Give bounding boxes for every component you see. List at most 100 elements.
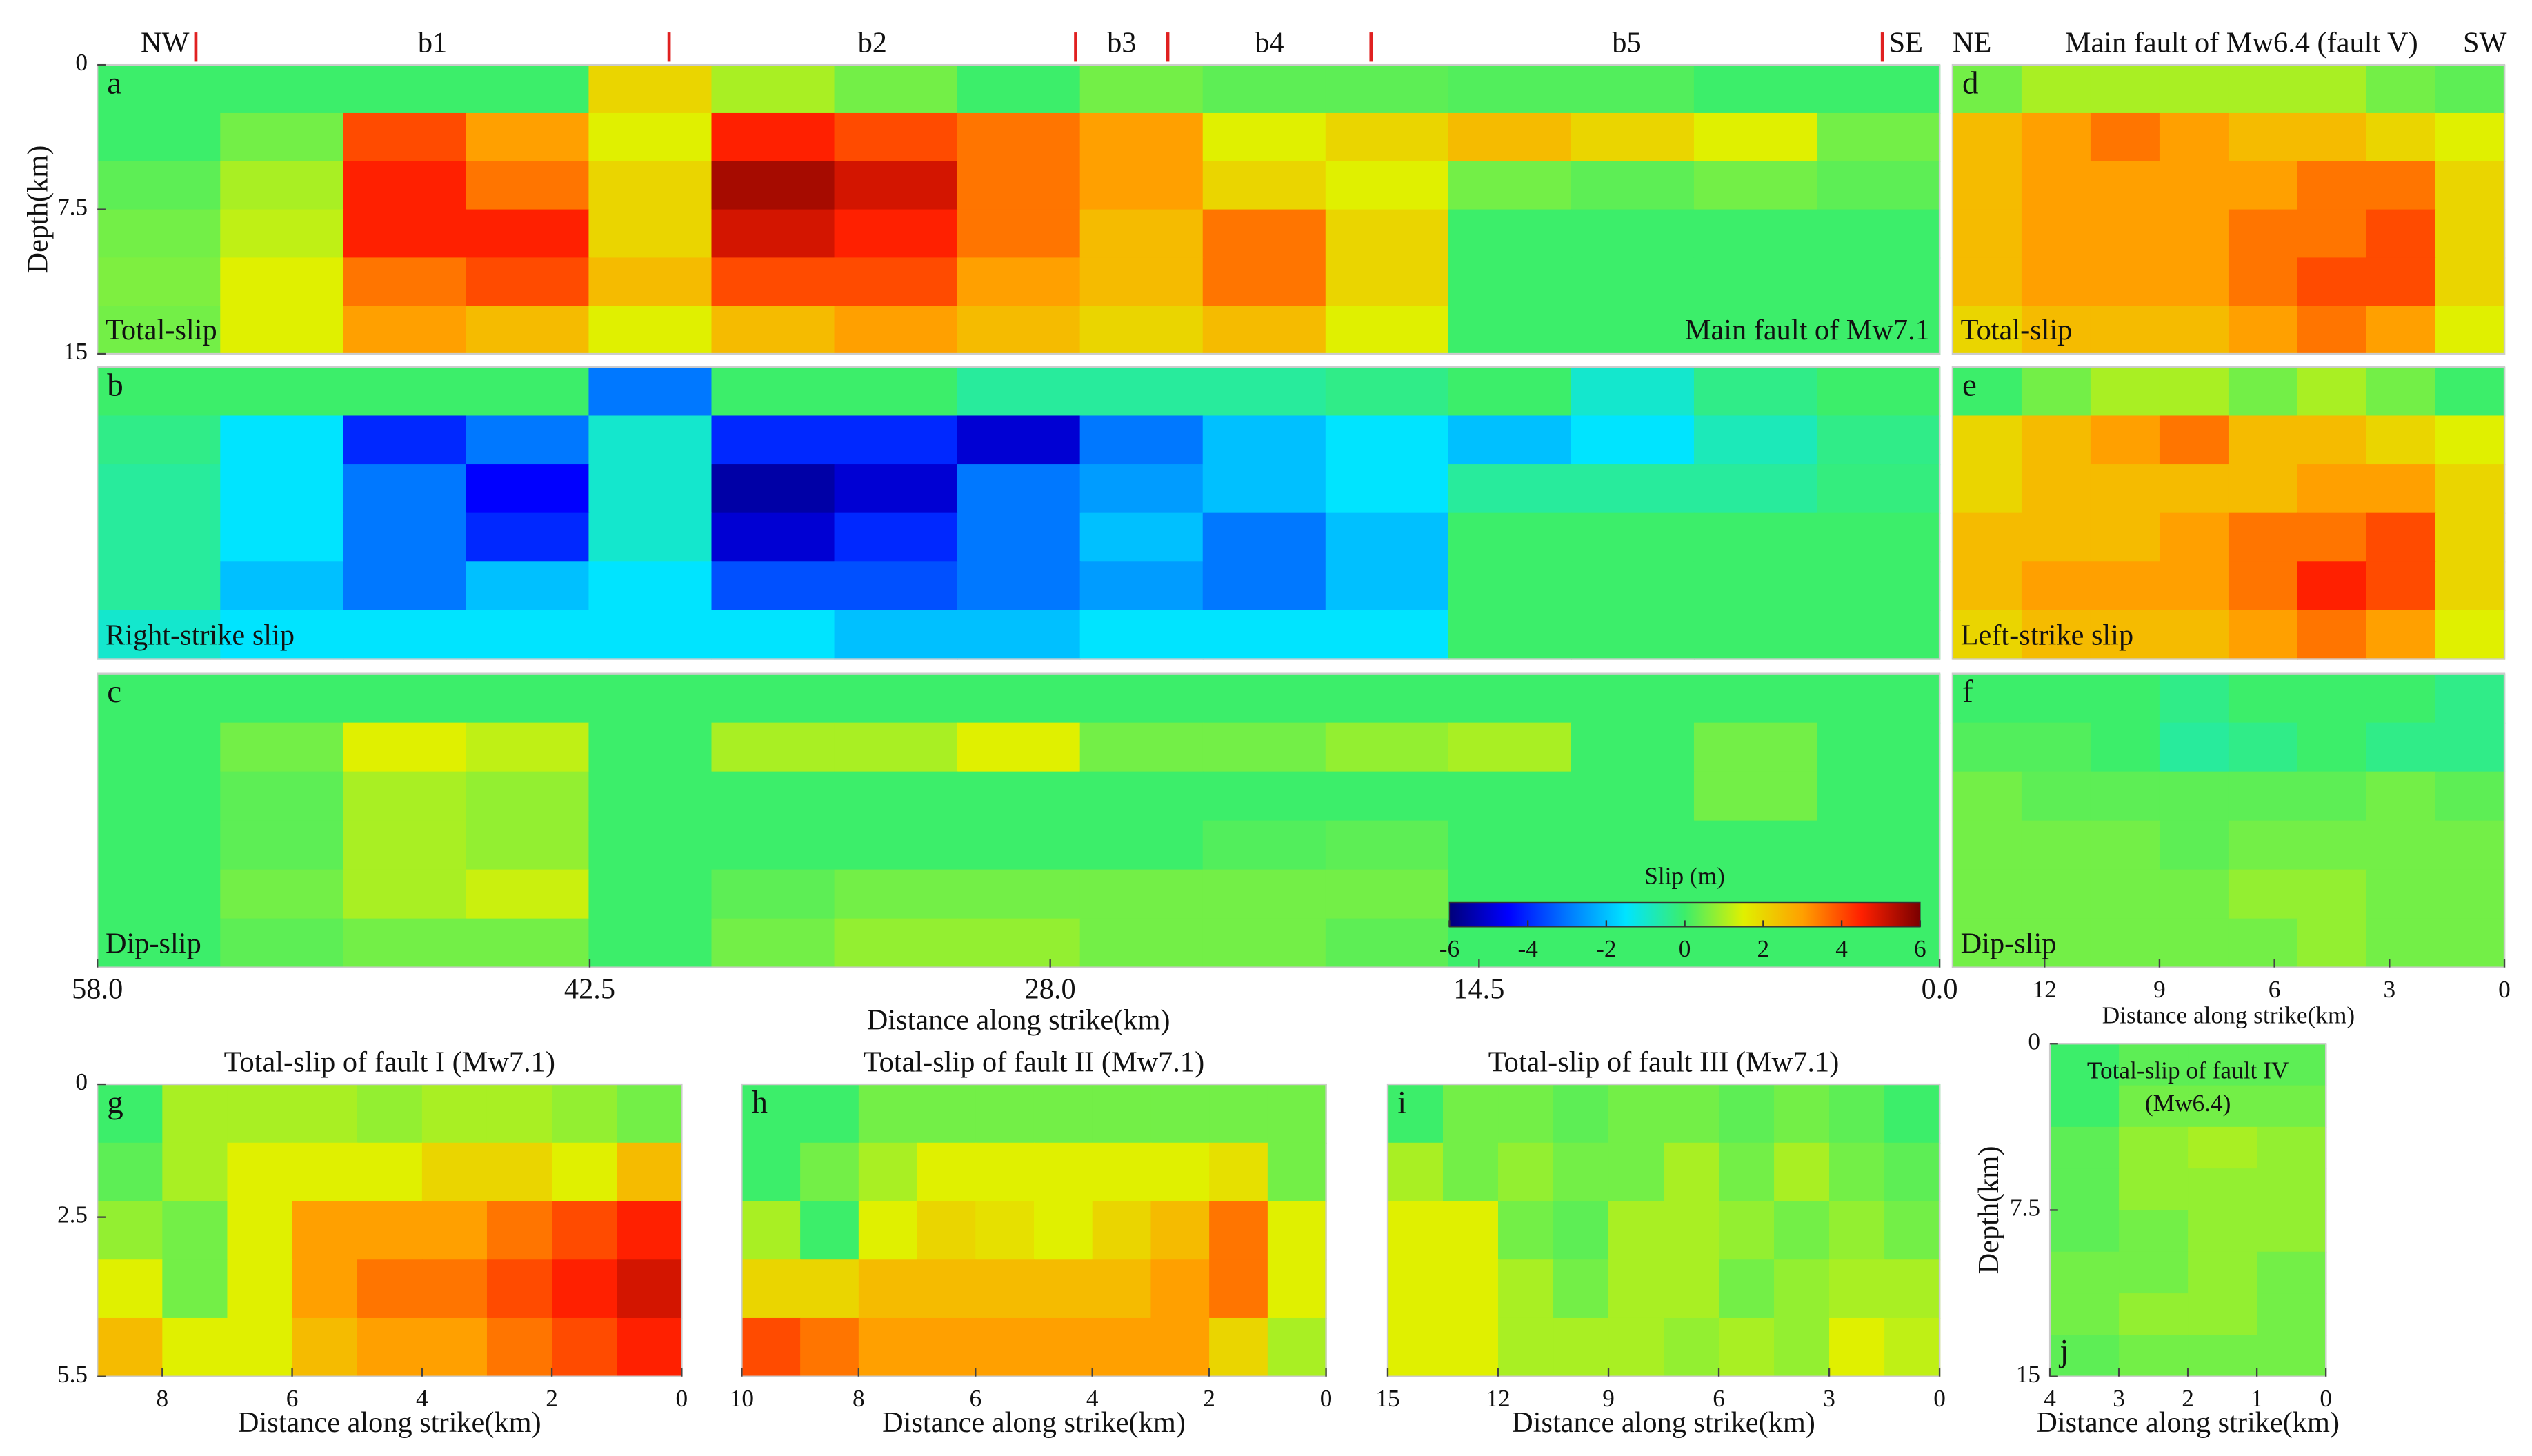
slip-cell [1952, 673, 2023, 724]
slip-cell [2021, 561, 2092, 612]
slip-cell [2090, 464, 2161, 514]
slip-cell [2188, 1293, 2258, 1336]
slip-cell [1664, 1201, 1720, 1261]
slip-cell [2435, 464, 2506, 514]
x-tick-label: 3 [2383, 976, 2395, 1003]
slip-cell [800, 1201, 860, 1261]
panel-c [97, 672, 1941, 968]
slip-cell [1325, 610, 1450, 660]
slip-cell [2228, 209, 2299, 259]
slip-cell [97, 366, 221, 417]
slip-cell [2050, 1210, 2120, 1253]
slip-cell [552, 1317, 618, 1377]
slip-cell [1448, 561, 1573, 612]
colorbar-title: Slip (m) [1644, 862, 1725, 889]
slip-cell [2188, 1251, 2258, 1295]
slip-cell [1267, 1317, 1327, 1377]
slip-cell [1498, 1142, 1555, 1202]
slip-cell [97, 1201, 163, 1261]
slip-cell [858, 1201, 918, 1261]
slip-cell [588, 820, 712, 870]
slip-cell [220, 820, 344, 870]
slip-cell [466, 561, 590, 612]
slip-cell [2021, 415, 2092, 466]
slip-cell [2297, 209, 2368, 259]
slip-cell [2159, 512, 2230, 563]
slip-cell [2159, 673, 2230, 724]
direction-label: NE [1953, 27, 1991, 59]
slip-cell [97, 1084, 163, 1144]
slip-cell [957, 415, 1081, 466]
slip-cell [1719, 1142, 1775, 1202]
segment-label: b4 [1255, 27, 1284, 59]
slip-cell [1693, 673, 1818, 724]
slip-cell [617, 1259, 683, 1319]
slip-cell [1571, 161, 1695, 210]
slip-cell [711, 561, 835, 612]
slip-cell [834, 161, 958, 210]
slip-cell [2297, 673, 2368, 724]
slip-cell [1571, 561, 1695, 612]
slip-cell [711, 512, 835, 563]
slip-cell [2159, 464, 2230, 514]
x-tick-label: 1 [2251, 1385, 2263, 1412]
slip-cell [2021, 610, 2092, 660]
slip-cell [975, 1201, 1035, 1261]
slip-cell [800, 1259, 860, 1319]
slip-cell [2257, 1126, 2327, 1170]
slip-cell [1209, 1201, 1269, 1261]
panel-note: Main fault of Mw7.1 [1685, 314, 1930, 346]
slip-cell [1952, 722, 2023, 772]
slip-cell [1817, 722, 1941, 772]
slip-cell [2228, 869, 2299, 919]
slip-cell [957, 918, 1081, 968]
panel-frame [97, 1083, 683, 1377]
x-axis-label: Distance along strike(km) [2102, 1002, 2355, 1029]
slip-cell [2090, 161, 2161, 210]
segment-label: SE [1889, 27, 1923, 59]
colorbar-tick-label: 6 [1914, 935, 1926, 962]
slip-cell [1664, 1259, 1720, 1319]
slip-cell [1325, 869, 1450, 919]
slip-cell [2159, 820, 2230, 870]
slip-cell [292, 1259, 358, 1319]
slip-cell [2050, 1085, 2120, 1128]
slip-cell [1202, 561, 1326, 612]
panel-i [1386, 1083, 1941, 1377]
slip-cell [1952, 257, 2023, 307]
slip-cell [834, 257, 958, 307]
slip-cell [957, 306, 1081, 355]
slip-cell [2090, 918, 2161, 968]
y-axis-label: Depth(km) [22, 146, 54, 274]
slip-cell [1202, 918, 1326, 968]
slip-cell [552, 1201, 618, 1261]
slip-cell [2297, 415, 2368, 466]
panel-frame [741, 1083, 1327, 1377]
slip-cell [1693, 306, 1818, 355]
slip-cell [711, 820, 835, 870]
slip-cell [1092, 1142, 1152, 1202]
panel-d [1951, 63, 2506, 355]
slip-cell [486, 1317, 553, 1377]
slip-cell [711, 209, 835, 259]
slip-cell [2188, 1085, 2258, 1128]
slip-cell [220, 65, 344, 114]
slip-cell [1325, 161, 1450, 210]
slip-cell [97, 209, 221, 259]
slip-cell [2297, 257, 2368, 307]
slip-cell [343, 610, 467, 660]
slip-cell [1448, 610, 1573, 660]
panel-label: Dip-slip [106, 928, 201, 960]
slip-cell [162, 1142, 228, 1202]
slip-cell [2228, 161, 2299, 210]
slip-cell [834, 464, 958, 514]
slip-cell [2228, 512, 2299, 563]
x-axis-label: Distance along strike(km) [238, 1406, 541, 1439]
slip-cell [1150, 1201, 1210, 1261]
slip-cell [1448, 65, 1573, 114]
slip-cell [1608, 1201, 1665, 1261]
x-tick-label: 0 [1320, 1385, 1333, 1412]
x-tick-label: 4 [2044, 1385, 2056, 1412]
panel-letter: b [107, 367, 123, 403]
slip-cell [2188, 1044, 2258, 1086]
